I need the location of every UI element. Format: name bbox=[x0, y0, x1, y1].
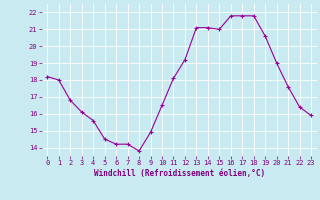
X-axis label: Windchill (Refroidissement éolien,°C): Windchill (Refroidissement éolien,°C) bbox=[94, 169, 265, 178]
